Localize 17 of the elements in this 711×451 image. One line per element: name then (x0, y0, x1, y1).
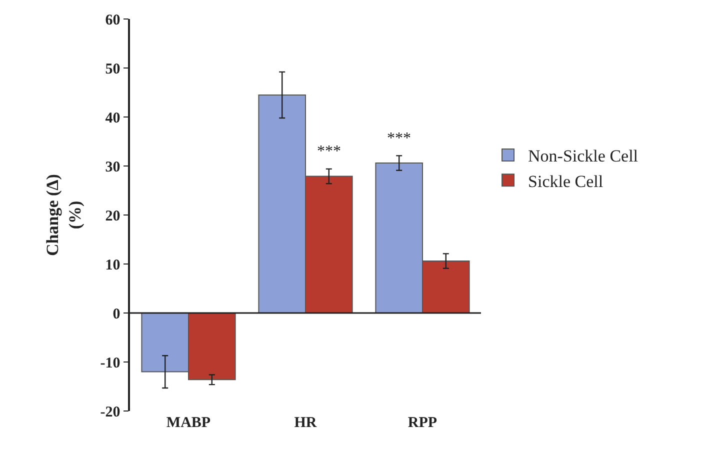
y-tick-label: 30 (105, 159, 120, 176)
y-tick-label: 0 (112, 306, 120, 322)
x-tick-label: RPP (408, 415, 438, 431)
legend-label: Sickle Cell (528, 172, 604, 191)
x-tick-label: HR (294, 415, 317, 431)
y-axis-title: Change (Δ) (%) (43, 174, 84, 256)
y-tick-label: 50 (105, 61, 120, 78)
y-tick-label: 40 (105, 110, 120, 126)
y-tick-label: 60 (105, 12, 120, 28)
y-tick-label: 10 (105, 257, 120, 274)
x-tick-label: MABP (166, 415, 211, 431)
annotation: *** (317, 143, 341, 160)
y-tick-label: -20 (100, 404, 120, 420)
annotation: *** (387, 130, 411, 147)
y-tick-label: -10 (100, 355, 120, 372)
y-tick-label: 20 (105, 208, 120, 224)
legend-label: Non-Sickle Cell (528, 146, 638, 166)
